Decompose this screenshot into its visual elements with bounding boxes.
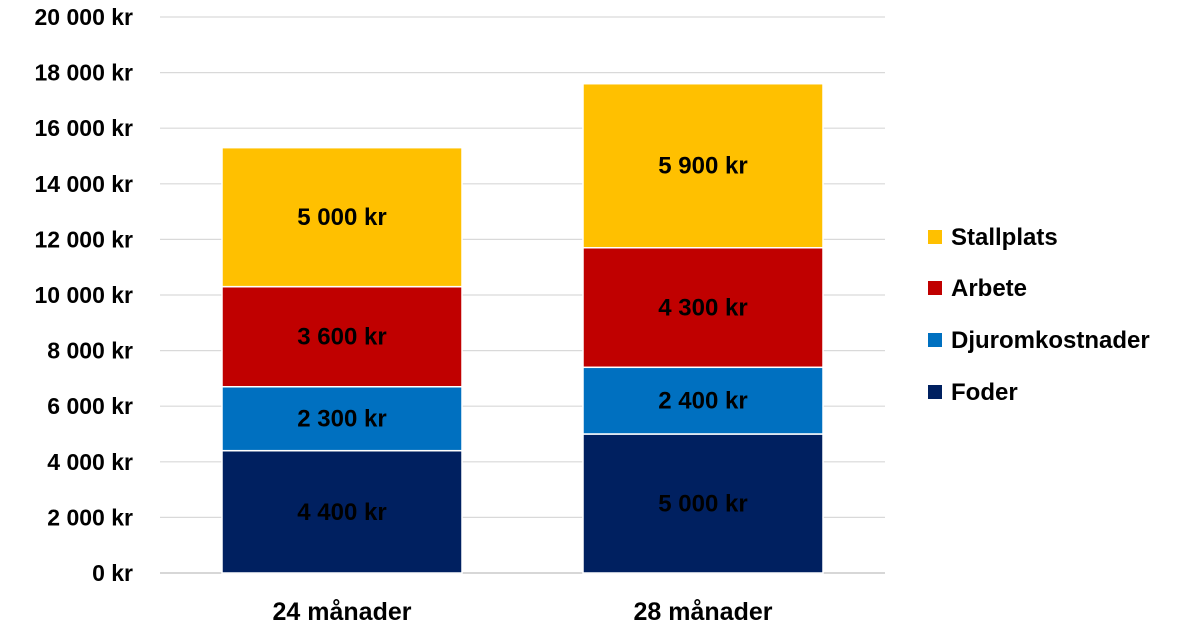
legend-swatch-stallplats [928,230,942,244]
legend-label: Arbete [951,275,1027,302]
legend-swatch-foder [928,385,942,399]
y-tick-label: 0 kr [92,560,133,586]
legend-label: Djuromkostnader [951,327,1150,354]
y-tick-label: 10 000 kr [35,282,134,308]
y-tick-label: 6 000 kr [47,393,133,419]
x-tick-label: 28 månader [634,598,773,626]
y-tick-label: 16 000 kr [35,115,134,141]
y-tick-label: 18 000 kr [35,60,134,86]
y-tick-label: 12 000 kr [35,226,134,252]
data-label: 2 300 kr [297,406,386,433]
legend-swatch-djuromkostnader [928,333,942,347]
legend: Stallplats Arbete Djuromkostnader Foder [928,224,1150,406]
y-tick-label: 4 000 kr [47,449,133,475]
bar-segment-foder [221,449,463,574]
bar-segment-arbete [582,246,824,369]
data-label: 3 600 kr [297,324,386,351]
data-label: 4 300 kr [658,295,747,322]
x-axis-ticks: 24 månader 28 månader [273,598,773,626]
y-tick-label: 2 000 kr [47,504,133,530]
data-label: 2 400 kr [658,388,747,415]
y-tick-label: 8 000 kr [47,338,133,364]
y-tick-label: 20 000 kr [35,4,134,30]
bar-segment-stallplats [582,82,824,249]
y-axis-ticks: 0 kr 2 000 kr 4 000 kr 6 000 kr 8 000 kr 10 0… [35,4,134,586]
legend-label: Foder [951,379,1018,406]
data-label: 5 900 kr [658,153,747,180]
data-label: 5 000 kr [658,491,747,518]
y-tick-label: 14 000 kr [35,171,134,197]
bar-segment-stallplats [221,146,463,288]
legend-swatch-arbete [928,281,942,295]
bar-segment-arbete [221,285,463,388]
legend-label: Stallplats [951,224,1058,251]
data-label: 4 400 kr [297,499,386,526]
bar-segment-foder [582,433,824,574]
data-label: 5 000 kr [297,204,386,231]
bars: 4 400 kr 2 300 kr 3 600 kr 5 000 kr 5 000 kr… [221,82,824,574]
bar-segment-djuromkostnader [221,385,463,452]
x-tick-label: 24 månader [273,598,412,626]
